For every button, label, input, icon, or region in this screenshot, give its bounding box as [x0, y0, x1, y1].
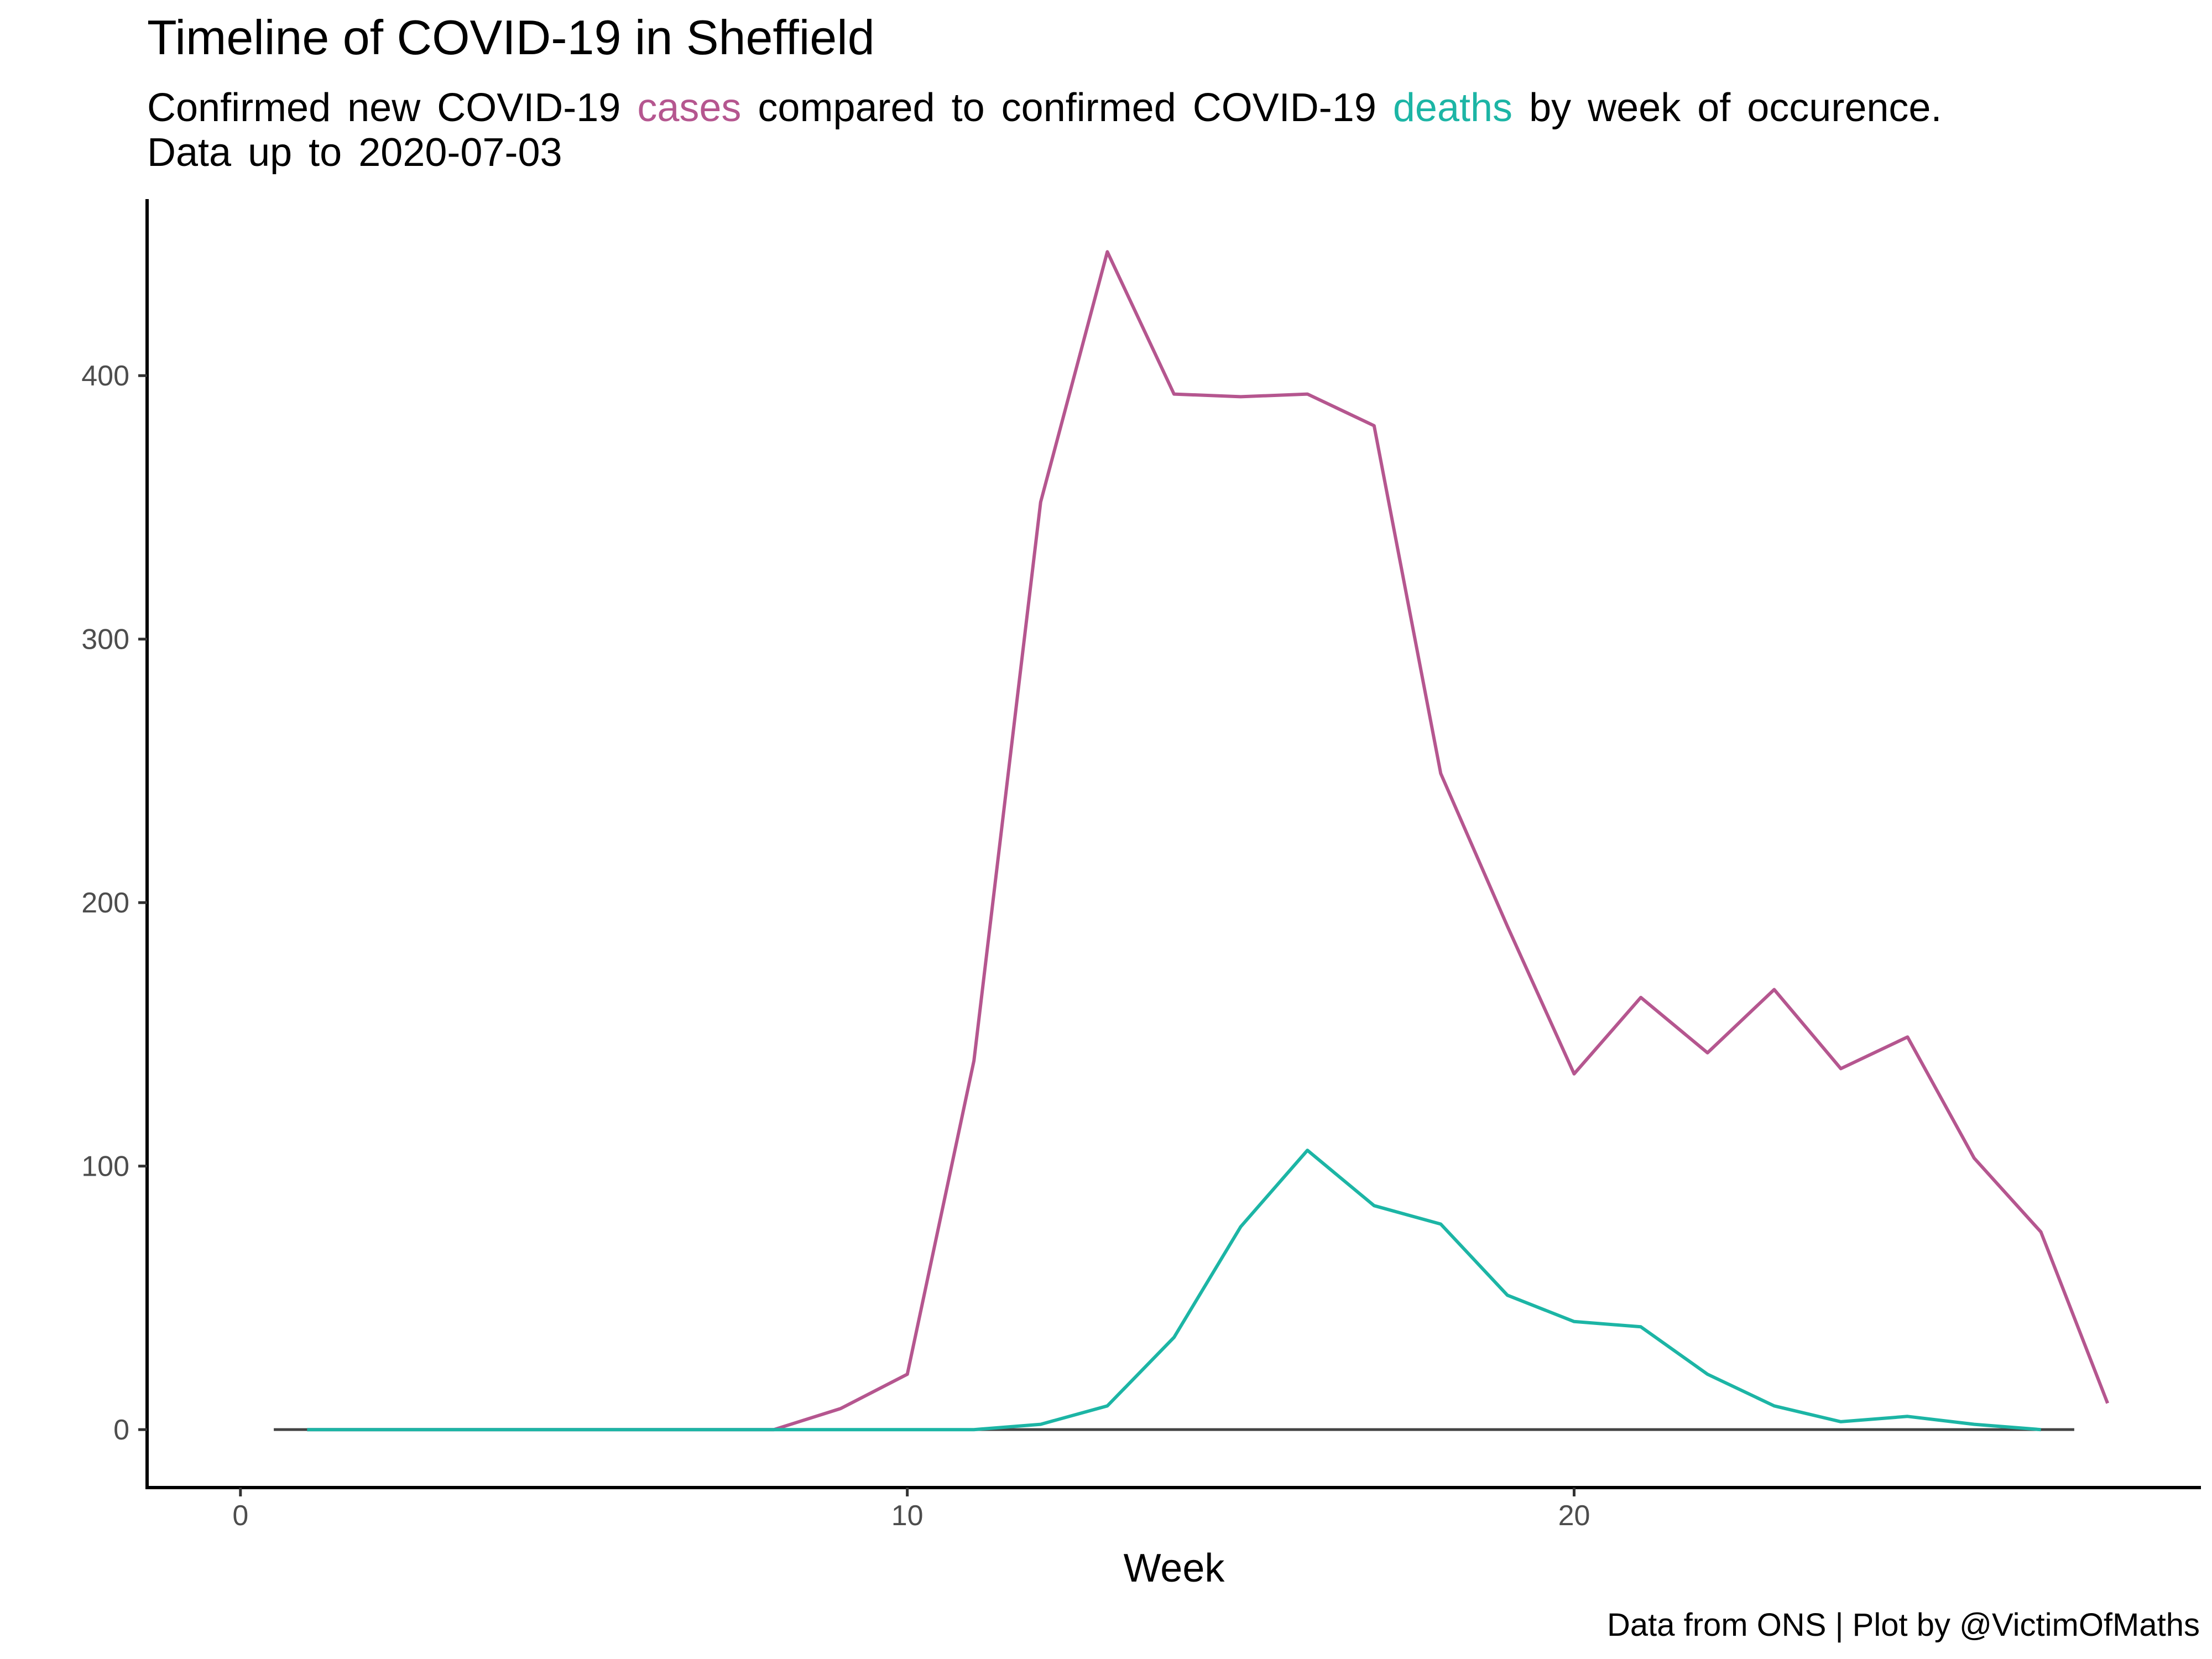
x-tick-label: 0 — [232, 1500, 248, 1532]
y-tick-label: 100 — [81, 1151, 129, 1183]
subtitle-cases-word: cases — [637, 86, 742, 130]
subtitle-suffix: by week of occurence. — [1529, 86, 1942, 130]
chart-caption: Data from ONS | Plot by @VictimOfMaths — [1606, 1607, 2200, 1643]
chart-subtitle: Confirmed new COVID-19 cases compared to… — [147, 86, 1942, 175]
x-tick-label: 10 — [891, 1500, 924, 1532]
subtitle-prefix: Confirmed new COVID-19 — [147, 86, 621, 130]
subtitle-line-2: Data up to 2020-07-03 — [147, 130, 562, 175]
chart-title: Timeline of COVID-19 in Sheffield — [147, 10, 875, 65]
x-axis-label: Week — [1124, 1546, 1225, 1590]
x-tick-label: 20 — [1558, 1500, 1590, 1532]
y-tick-label: 0 — [113, 1414, 129, 1446]
y-tick-label: 200 — [81, 887, 129, 919]
series-line-cases — [307, 250, 2109, 1432]
subtitle-line-1: Confirmed new COVID-19 cases compared to… — [147, 86, 1942, 131]
subtitle-middle: compared to confirmed COVID-19 — [758, 86, 1376, 130]
y-tick-label: 300 — [81, 624, 129, 656]
subtitle-deaths-word: deaths — [1392, 86, 1513, 130]
y-tick-label: 400 — [81, 360, 129, 392]
series-line-deaths — [307, 1149, 2041, 1432]
